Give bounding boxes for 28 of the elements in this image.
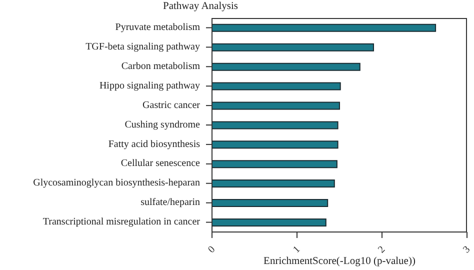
bar xyxy=(212,43,374,52)
y-tick-label: Pyruvate metabolism xyxy=(115,22,200,34)
x-tick-label: 1 xyxy=(291,244,303,256)
x-tick-label: 3 xyxy=(461,244,473,256)
bar xyxy=(212,218,326,226)
y-tick-label: Glycosaminoglycan biosynthesis-heparan xyxy=(33,178,200,189)
bar xyxy=(212,82,341,90)
bar xyxy=(212,24,436,32)
chart-title: Pathway Analysis xyxy=(163,1,238,13)
x-tick-label: 0 xyxy=(206,244,218,256)
y-tick-label: Carbon metabolism xyxy=(121,60,200,72)
y-tick-label: sulfate/heparin xyxy=(140,197,200,208)
x-tick-label: 2 xyxy=(376,244,388,256)
y-tick-label: Hippo signaling pathway xyxy=(99,80,200,92)
y-tick-label: Cushing syndrome xyxy=(124,119,201,130)
bar xyxy=(212,121,338,130)
bar xyxy=(212,102,340,110)
y-tick-label: TGF-beta signaling pathway xyxy=(86,41,200,52)
bar xyxy=(212,180,335,188)
y-tick-label: Fatty acid biosynthesis xyxy=(108,138,200,150)
x-axis-title: EnrichmentScore(-Log10 (p-value)) xyxy=(264,256,416,267)
y-tick-label: Gastric cancer xyxy=(142,100,201,111)
bar xyxy=(212,199,328,208)
bar xyxy=(212,160,338,168)
bar xyxy=(212,62,360,71)
y-tick-label: Cellular senescence xyxy=(120,158,201,170)
bar xyxy=(212,140,338,149)
y-tick-label: Transcriptional misregulation in cancer xyxy=(42,216,201,228)
